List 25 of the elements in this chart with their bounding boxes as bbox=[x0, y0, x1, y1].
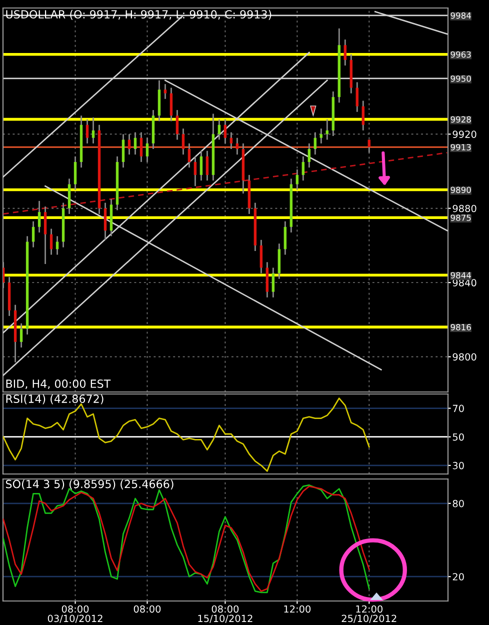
annotation: BID, H4, 00:00 EST bbox=[6, 380, 111, 390]
y-tick-label: 50 bbox=[452, 433, 464, 441]
y-tick-label: 80 bbox=[452, 500, 464, 508]
x-tick-label: 12:00 25/10/2012 bbox=[342, 605, 396, 623]
ref-line-label: 9950 bbox=[450, 75, 471, 82]
ref-line-label: 9928 bbox=[450, 116, 471, 123]
y-tick-label: 20 bbox=[452, 573, 464, 580]
ref-line-label: 9890 bbox=[450, 186, 471, 194]
y-tick-label: 9800 bbox=[452, 353, 476, 361]
x-tick-label: 12:00 bbox=[284, 605, 311, 613]
x-tick-label: 08:00 03/10/2012 bbox=[48, 605, 102, 623]
x-tick-label: 08:00 bbox=[134, 605, 161, 613]
y-tick-label: 70 bbox=[452, 404, 464, 412]
ref-line-label: 9963 bbox=[450, 51, 471, 58]
ref-line-label: 9913 bbox=[450, 144, 471, 150]
chart-title: RSI(14) (42.8672) bbox=[6, 394, 104, 404]
ref-line-label: 9875 bbox=[450, 214, 471, 221]
x-tick-label: 08:00 15/10/2012 bbox=[198, 605, 252, 623]
ref-line-label: 9984 bbox=[450, 12, 471, 19]
ref-line-label: 9816 bbox=[450, 324, 471, 330]
chart-title: SO(14 3 5) (9.8595) (25.4666) bbox=[6, 480, 174, 490]
y-tick-label: 9880 bbox=[452, 204, 476, 212]
y-tick-label: 30 bbox=[452, 462, 464, 470]
ref-line-label: 9844 bbox=[450, 272, 471, 278]
y-tick-label: 9920 bbox=[452, 130, 476, 138]
